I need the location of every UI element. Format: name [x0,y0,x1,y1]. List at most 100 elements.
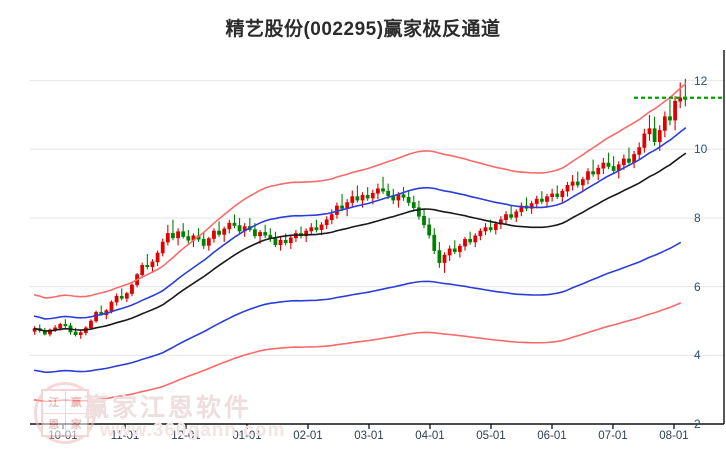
candle-body [258,232,262,237]
x-tick-label: 02-01 [293,430,323,442]
y-axis-labels: 2 4 6 8 10 12 [694,0,726,450]
lower-mid-blue-line [33,241,682,374]
candle-body [263,232,268,236]
candle-body [155,252,160,263]
candle-body [401,194,406,198]
candle-body [621,158,626,166]
x-tick-label: 10-01 [48,430,78,442]
candle-body [314,227,319,230]
candle-body [452,248,457,252]
candle-body [376,188,380,194]
candle-body [58,324,63,329]
candle-body [509,214,514,218]
candle-body [89,320,93,329]
candle-body [606,162,611,167]
candle-body [442,254,447,263]
candle-body [381,188,385,192]
candle-body [345,202,350,209]
candle-body [212,230,216,239]
candle-body [309,227,314,232]
candle-body [119,295,124,299]
x-tick-label: 08-01 [659,430,689,442]
candle-body [273,238,278,246]
y-tick-label: 8 [694,210,701,225]
candle-body [565,185,570,192]
candle-body [458,245,462,252]
candle-body [463,238,467,247]
candle-body [73,331,78,336]
x-tick-label: 11-01 [110,430,140,442]
candle-body [365,194,370,199]
candle-body [406,197,411,203]
candle-body [488,227,493,230]
candle-body [678,97,683,102]
y-tick-label: 6 [694,279,701,294]
candle-body [186,236,191,241]
candle-body [350,196,355,203]
candle-body [360,194,365,201]
x-axis-labels: 10-01 11-01 12-01 01-01 02-01 03-01 04-01 05-01… [0,430,726,450]
candle-body [48,329,52,335]
candle-body [570,181,575,186]
candle-body [145,265,150,268]
candle-body [94,312,98,322]
x-tick-label: 05-01 [476,430,506,442]
candle-body [396,194,401,201]
x-tick-label: 03-01 [354,430,384,442]
page-title: 精艺股份(002295)赢家极反通道 [225,19,501,40]
candle-body [176,231,180,239]
candle-body [237,225,242,232]
candle-body [447,248,452,256]
candle-body [642,133,647,148]
candle-body [201,238,206,246]
candle-body [411,202,416,208]
candle-body [288,237,293,243]
candle-body [550,193,555,197]
mid-black-line [33,152,687,332]
candle-body [304,230,309,237]
candle-body [586,171,590,180]
candle-body [529,203,534,209]
candle-body [637,147,642,155]
candle-body [63,324,68,327]
candle-series [32,78,688,339]
candle-body [171,233,175,239]
candle-body [160,241,165,254]
candle-body [109,301,114,311]
candle-body [473,235,478,243]
candle-body [596,167,601,175]
candle-body [206,238,211,246]
candle-body [534,198,539,204]
lower-band-line [33,302,682,403]
candle-body [673,100,677,121]
candle-body [222,228,227,235]
candle-body [657,130,662,143]
candle-body [227,222,232,230]
candle-body [319,224,324,230]
candle-body [427,224,432,236]
candle-body [417,207,421,217]
candle-body [514,211,519,218]
candle-body [278,239,283,246]
candle-body [370,192,375,199]
candle-body [493,223,498,230]
x-tick-label: 12-01 [171,430,201,442]
y-tick-label: 10 [694,142,708,157]
candle-body [601,162,606,169]
candle-body [114,295,119,303]
candle-body [283,239,288,243]
upper-band-line [33,83,687,299]
candle-body [329,214,334,220]
candle-body [468,238,473,243]
y-tick-label: 12 [694,73,708,88]
candle-body [504,214,508,220]
candle-body [545,196,549,202]
candle-body [217,230,221,235]
x-tick-label: 06-01 [537,430,567,442]
candle-body [340,205,344,209]
candle-body [232,222,237,226]
candle-body [437,250,442,263]
candle-body [591,171,595,175]
